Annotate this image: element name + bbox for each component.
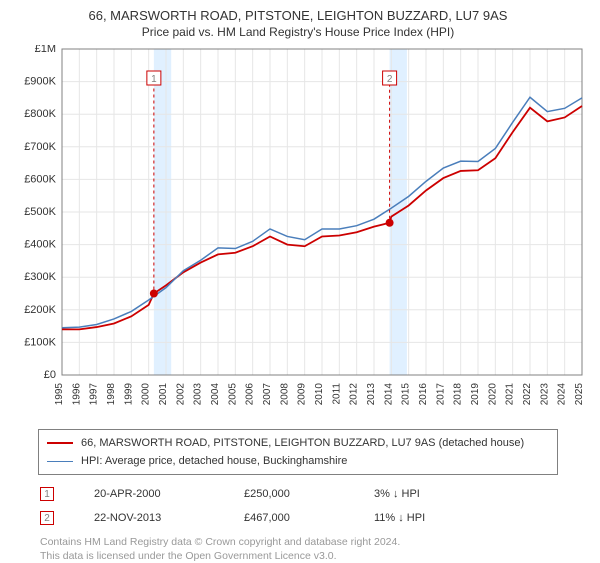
x-axis-label: 2015 [401,383,412,406]
x-axis-label: 2018 [453,383,464,406]
x-axis-label: 1997 [89,383,100,406]
legend-item: HPI: Average price, detached house, Buck… [47,452,549,470]
x-axis-label: 2013 [366,383,377,406]
y-axis-label: £800K [24,108,56,120]
y-axis-label: £100K [24,336,56,348]
x-axis-label: 2010 [314,383,325,406]
x-axis-label: 2004 [210,383,221,406]
y-axis-label: £500K [24,206,56,218]
footer-line-2: This data is licensed under the Open Gov… [40,549,586,563]
sale-record-marker: 2 [40,511,54,525]
x-axis-label: 2005 [227,383,238,406]
sale-date: 20-APR-2000 [94,488,204,500]
x-axis-label: 2009 [297,383,308,406]
x-axis-label: 2003 [193,383,204,406]
x-axis-label: 2025 [574,383,585,406]
x-axis-label: 2006 [245,383,256,406]
x-axis-label: 2016 [418,383,429,406]
sale-price: £467,000 [244,512,334,524]
sale-date: 22-NOV-2013 [94,512,204,524]
y-axis-label: £0 [44,369,56,381]
x-axis-label: 2001 [158,383,169,406]
sale-record-row: 2 22-NOV-2013 £467,000 11% ↓ HPI [40,509,586,527]
sale-hpi-delta: 11% ↓ HPI [374,512,425,524]
y-axis-label: £600K [24,173,56,185]
legend-label: HPI: Average price, detached house, Buck… [81,455,347,467]
y-axis-label: £900K [24,76,56,88]
legend-swatch [47,461,73,462]
legend-swatch [47,442,73,444]
sale-price: £250,000 [244,488,334,500]
x-axis-label: 2008 [279,383,290,406]
x-axis-label: 2023 [539,383,550,406]
legend-box: 66, MARSWORTH ROAD, PITSTONE, LEIGHTON B… [38,429,558,475]
y-axis-label: £300K [24,271,56,283]
sale-marker-number: 1 [151,74,157,85]
x-axis-label: 1999 [123,383,134,406]
x-axis-label: 2014 [383,383,394,406]
y-axis-label: £200K [24,304,56,316]
x-axis-label: 2017 [435,383,446,406]
legend-label: 66, MARSWORTH ROAD, PITSTONE, LEIGHTON B… [81,437,524,449]
x-axis-label: 2019 [470,383,481,406]
chart-subtitle: Price paid vs. HM Land Registry's House … [10,25,586,39]
footer-line-1: Contains HM Land Registry data © Crown c… [40,535,586,549]
sale-record-row: 1 20-APR-2000 £250,000 3% ↓ HPI [40,485,586,503]
sale-record-marker: 1 [40,487,54,501]
price-chart: £0 £100K £200K £300K £400K £500K £600K £700K £80… [10,45,586,421]
sale-dot [150,290,158,298]
x-axis-label: 1995 [54,383,65,406]
y-axis-label: £1M [35,45,56,55]
x-axis-label: 2020 [487,383,498,406]
sale-hpi-delta: 3% ↓ HPI [374,488,420,500]
x-axis-label: 2012 [349,383,360,406]
x-axis-label: 2000 [141,383,152,406]
y-axis-label: £400K [24,239,56,251]
x-axis-label: 2022 [522,383,533,406]
x-axis-label: 2024 [557,383,568,406]
sale-dot [386,219,394,227]
x-axis-label: 2011 [331,383,342,405]
sale-marker-number: 2 [387,74,393,85]
y-axis-label: £700K [24,141,56,153]
x-axis-label: 2021 [505,383,516,406]
x-axis-label: 2007 [262,383,273,406]
x-axis-label: 1996 [71,383,82,406]
footer-note: Contains HM Land Registry data © Crown c… [40,535,586,563]
x-axis-label: 2002 [175,383,186,406]
sale-records: 1 20-APR-2000 £250,000 3% ↓ HPI 2 22-NOV-2013… [40,485,586,527]
legend-item: 66, MARSWORTH ROAD, PITSTONE, LEIGHTON B… [47,434,549,452]
chart-title: 66, MARSWORTH ROAD, PITSTONE, LEIGHTON B… [10,8,586,23]
x-axis-label: 1998 [106,383,117,406]
